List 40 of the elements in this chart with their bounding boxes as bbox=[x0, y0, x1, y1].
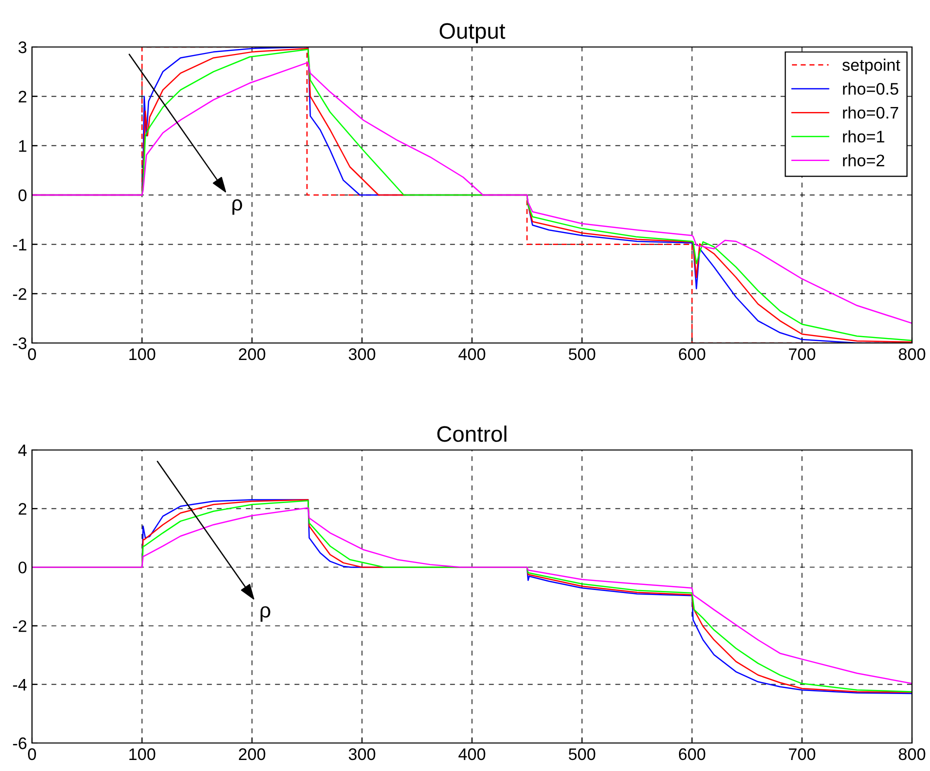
y-tick-label: -6 bbox=[13, 737, 26, 750]
x-tick-label: 300 bbox=[348, 348, 376, 360]
legend-label: rho=0.5 bbox=[843, 82, 898, 95]
x-tick-label: 200 bbox=[238, 748, 266, 760]
chart-title: Output bbox=[440, 23, 506, 44]
annotation: ρ bbox=[260, 606, 270, 622]
y-tick-label: -1 bbox=[13, 238, 26, 250]
y-tick-label: 0 bbox=[18, 562, 26, 574]
x-tick-label: 100 bbox=[129, 748, 156, 760]
x-tick-label: 400 bbox=[458, 348, 486, 360]
y-tick-label: -2 bbox=[13, 288, 26, 300]
x-tick-label: 300 bbox=[348, 748, 376, 760]
x-tick-label: 600 bbox=[678, 748, 706, 760]
y-tick-label: -4 bbox=[13, 678, 27, 690]
x-tick-label: 600 bbox=[678, 348, 706, 360]
x-tick-label: 800 bbox=[898, 348, 926, 360]
x-tick-label: 800 bbox=[898, 748, 926, 760]
x-tick-label: 0 bbox=[28, 348, 36, 360]
legend-label: rho=0.7 bbox=[843, 106, 898, 119]
x-tick-label: 700 bbox=[788, 348, 816, 360]
y-tick-label: 3 bbox=[18, 41, 26, 54]
x-tick-label: 500 bbox=[568, 748, 596, 760]
x-tick-label: 700 bbox=[788, 748, 816, 760]
y-tick-label: -2 bbox=[13, 620, 26, 632]
legend-label: setpoint bbox=[842, 58, 900, 74]
x-tick-label: 200 bbox=[238, 348, 266, 360]
legend-label: rho=1 bbox=[843, 130, 884, 143]
annotation: ρ bbox=[232, 199, 242, 215]
y-tick-label: 4 bbox=[18, 444, 27, 456]
y-tick-label: 1 bbox=[19, 140, 26, 152]
y-tick-label: 0 bbox=[18, 189, 26, 202]
x-tick-label: 500 bbox=[568, 348, 596, 360]
y-tick-label: -3 bbox=[13, 337, 26, 350]
x-tick-label: 0 bbox=[28, 748, 36, 760]
y-tick-label: 2 bbox=[18, 503, 26, 515]
legend-label: rho=2 bbox=[843, 154, 884, 166]
x-tick-label: 100 bbox=[129, 348, 156, 360]
y-tick-label: 2 bbox=[18, 90, 26, 102]
x-tick-label: 400 bbox=[458, 748, 486, 760]
chart-title: Control bbox=[437, 426, 506, 442]
